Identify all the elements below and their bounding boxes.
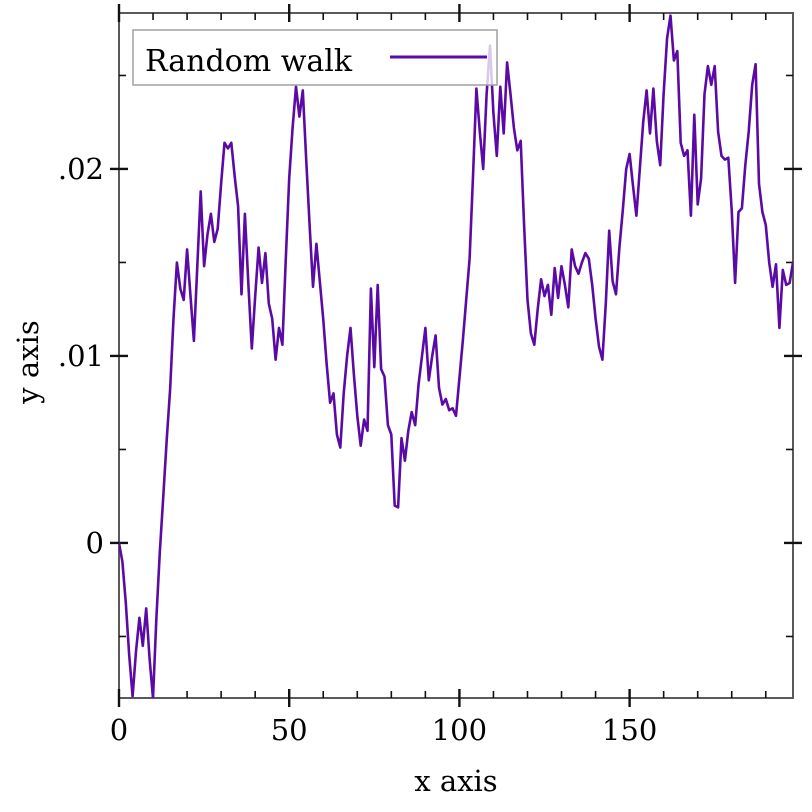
axis-ticks	[110, 4, 802, 707]
y-axis-title: y axis	[11, 320, 45, 404]
y-tick-label: .01	[58, 339, 104, 373]
legend: Random walk	[132, 29, 498, 86]
legend-label: Random walk	[145, 44, 353, 79]
x-tick-label: 0	[110, 713, 128, 747]
x-tick-label: 150	[602, 713, 657, 747]
plot-frame	[118, 12, 794, 699]
x-tick-label: 50	[271, 713, 308, 747]
x-tick-label: 100	[432, 713, 487, 747]
x-axis-title: x axis	[414, 764, 497, 798]
axis-tick-labels: 0 50 100 150 0 .01 .02	[58, 152, 657, 747]
y-tick-label: 0	[86, 526, 104, 560]
y-tick-label: .02	[58, 152, 104, 186]
random-walk-line	[119, 14, 793, 698]
